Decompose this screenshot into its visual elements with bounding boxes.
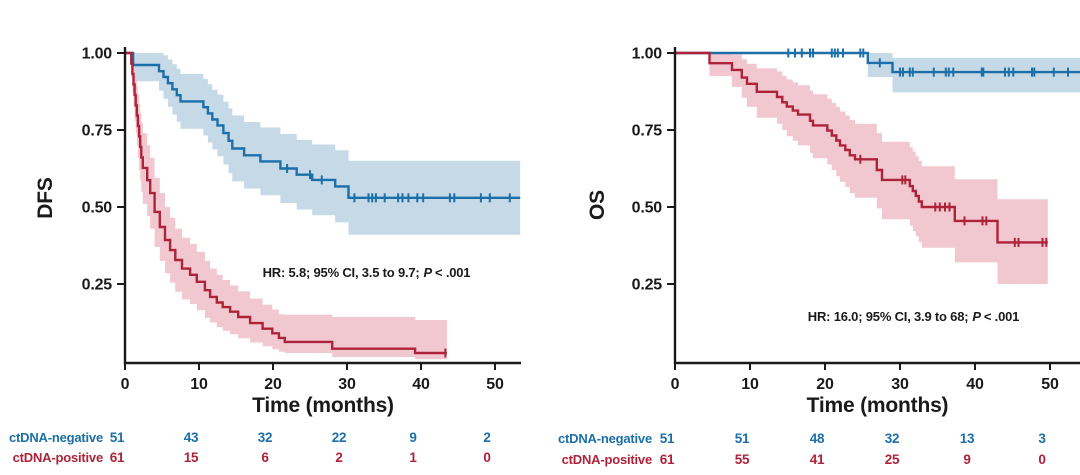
hr-annotation-suffix: < .001 (984, 309, 1019, 324)
risk-count: 2 (335, 450, 342, 465)
risk-count: 41 (810, 452, 825, 467)
x-tick-label: 20 (264, 376, 282, 393)
x-axis-title: Time (months) (252, 394, 394, 417)
risk-count: 9 (963, 452, 970, 467)
risk-table-label: ctDNA-negative (9, 430, 103, 445)
x-tick-label: 30 (338, 376, 356, 393)
ci-band-ctDNA-negative (133, 53, 521, 235)
x-tick-label: 10 (741, 376, 759, 393)
y-tick-label: 1.00 (632, 46, 663, 63)
y-tick-label: 0.50 (82, 200, 113, 217)
risk-count: 51 (110, 430, 125, 445)
x-tick-label: 0 (121, 376, 130, 393)
survival-curve-ctDNA-positive (675, 51, 1048, 244)
risk-count: 9 (409, 430, 416, 445)
risk-count: 32 (258, 430, 273, 445)
y-tick-label: 0.25 (82, 277, 113, 294)
y-tick-label: 0.75 (632, 123, 663, 140)
x-tick-label: 0 (671, 376, 680, 393)
survival-curve-ctDNA-negative (125, 51, 521, 199)
hr-annotation-p: P (972, 309, 981, 324)
x-axis-title: Time (months) (807, 394, 949, 417)
risk-count: 43 (184, 430, 199, 445)
risk-count: 61 (660, 452, 675, 467)
risk-count: 0 (1038, 452, 1045, 467)
risk-count: 51 (660, 431, 675, 446)
risk-count: 22 (332, 430, 347, 445)
y-tick-label: 0.50 (632, 200, 663, 217)
risk-count: 61 (110, 450, 125, 465)
y-axis-title: OS (586, 190, 609, 220)
ci-band-ctDNA-positive (131, 53, 447, 360)
y-axis-title: DFS (34, 177, 57, 219)
risk-table-label: ctDNA-positive (13, 450, 103, 465)
risk-table-label: ctDNA-positive (562, 452, 652, 467)
risk-count: 48 (810, 431, 825, 446)
x-tick-label: 50 (486, 376, 504, 393)
risk-count: 51 (735, 431, 750, 446)
risk-count: 3 (1038, 431, 1046, 446)
risk-count: 0 (483, 450, 490, 465)
hr-annotation-suffix: < .001 (435, 265, 470, 280)
y-tick-label: 1.00 (82, 46, 113, 63)
x-tick-label: 30 (891, 376, 909, 393)
y-tick-label: 0.25 (632, 277, 663, 294)
y-tick-label: 0.75 (82, 123, 113, 140)
risk-count: 15 (184, 450, 199, 465)
risk-count: 25 (885, 452, 900, 467)
risk-count: 13 (960, 431, 975, 446)
risk-count: 55 (735, 452, 750, 467)
x-tick-label: 40 (412, 376, 430, 393)
hr-annotation: HR: 16.0; 95% CI, 3.9 to 68; P < .001 (808, 309, 1019, 324)
survival-curve-ctDNA-positive (125, 51, 447, 355)
x-tick-label: 20 (816, 376, 834, 393)
risk-count: 6 (261, 450, 269, 465)
risk-count: 32 (885, 431, 900, 446)
risk-count: 1 (409, 450, 417, 465)
x-tick-label: 50 (1041, 376, 1059, 393)
x-tick-label: 40 (966, 376, 984, 393)
hr-annotation: HR: 5.8; 95% CI, 3.5 to 9.7; P < .001 (263, 265, 471, 280)
risk-count: 2 (483, 430, 490, 445)
hr-annotation-prefix: HR: 16.0; 95% CI, 3.9 to 68; (808, 309, 969, 324)
hr-annotation-p: P (424, 265, 433, 280)
hr-annotation-prefix: HR: 5.8; 95% CI, 3.5 to 9.7; (263, 265, 420, 280)
x-tick-label: 10 (190, 376, 208, 393)
risk-table-label: ctDNA-negative (558, 431, 652, 446)
